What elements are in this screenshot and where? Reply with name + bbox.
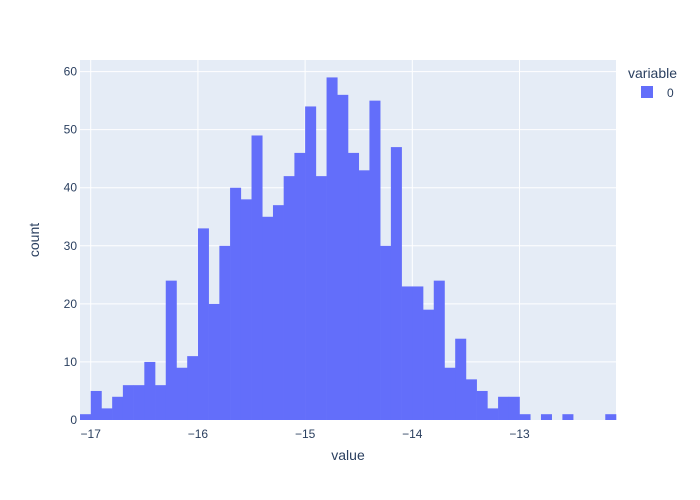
histogram-bar[interactable]	[80, 414, 92, 420]
histogram-bar[interactable]	[444, 367, 456, 420]
histogram-bar[interactable]	[348, 152, 360, 420]
histogram-bar[interactable]	[465, 379, 477, 420]
histogram-bar[interactable]	[165, 280, 177, 420]
x-tick-label: −17	[81, 427, 102, 441]
histogram-bar[interactable]	[562, 414, 574, 420]
histogram-bar[interactable]	[101, 408, 113, 420]
y-tick-label: 50	[64, 123, 78, 137]
histogram-bar[interactable]	[401, 286, 413, 420]
y-tick-label: 0	[70, 413, 77, 427]
legend-swatch[interactable]	[641, 86, 653, 98]
y-tick-label: 10	[64, 355, 78, 369]
histogram-bar[interactable]	[455, 338, 467, 420]
histogram-bar[interactable]	[476, 390, 488, 420]
histogram-bar[interactable]	[283, 176, 295, 420]
histogram-bar[interactable]	[122, 385, 134, 420]
histogram-bar[interactable]	[219, 245, 231, 420]
x-axis-ticks: −17 −16 −15 −14 −13	[81, 427, 530, 441]
histogram-bar[interactable]	[144, 361, 156, 420]
histogram-bar[interactable]	[423, 309, 435, 420]
histogram-bar[interactable]	[197, 228, 209, 420]
histogram-bar[interactable]	[380, 245, 392, 420]
histogram-bar[interactable]	[326, 77, 338, 420]
histogram-bar[interactable]	[305, 106, 317, 421]
x-tick-label: −14	[402, 427, 423, 441]
histogram-bar[interactable]	[412, 286, 424, 420]
histogram-bar[interactable]	[487, 408, 499, 420]
y-axis-title: count	[26, 223, 42, 257]
legend-title: variable	[628, 65, 677, 81]
histogram-bar[interactable]	[208, 303, 220, 420]
histogram-bar[interactable]	[498, 396, 510, 420]
histogram-bar[interactable]	[133, 385, 145, 420]
histogram-bar[interactable]	[176, 367, 188, 420]
histogram-bar[interactable]	[262, 216, 274, 420]
histogram-bar[interactable]	[540, 414, 552, 420]
histogram-bar[interactable]	[508, 396, 520, 420]
histogram-bar[interactable]	[358, 170, 370, 420]
histogram-bar[interactable]	[90, 390, 102, 420]
y-tick-label: 40	[64, 181, 78, 195]
histogram-bar[interactable]	[519, 414, 531, 420]
histogram-bar[interactable]	[337, 94, 349, 420]
x-tick-label: −16	[188, 427, 209, 441]
histogram-bar[interactable]	[155, 385, 167, 420]
y-tick-label: 60	[64, 65, 78, 79]
histogram-bar[interactable]	[240, 199, 252, 420]
x-tick-label: −15	[295, 427, 316, 441]
histogram-bar[interactable]	[187, 356, 199, 420]
histogram-bar[interactable]	[294, 152, 306, 420]
histogram-bar[interactable]	[251, 135, 263, 420]
legend-item-label[interactable]: 0	[667, 86, 674, 100]
x-axis-title: value	[331, 447, 365, 463]
legend[interactable]: variable 0	[628, 65, 677, 100]
histogram-bar[interactable]	[390, 147, 402, 420]
histogram-bar[interactable]	[433, 280, 445, 420]
histogram-bar[interactable]	[272, 205, 284, 420]
y-tick-label: 30	[64, 239, 78, 253]
y-axis-ticks: 0 10 20 30 40 50 60	[64, 65, 78, 427]
histogram-bar[interactable]	[230, 187, 242, 420]
histogram-bar[interactable]	[315, 176, 327, 420]
histogram-bar[interactable]	[369, 100, 381, 420]
histogram-bar[interactable]	[605, 414, 617, 420]
x-tick-label: −13	[509, 427, 530, 441]
histogram-bar[interactable]	[112, 396, 124, 420]
y-tick-label: 20	[64, 297, 78, 311]
histogram-bars	[80, 77, 617, 421]
